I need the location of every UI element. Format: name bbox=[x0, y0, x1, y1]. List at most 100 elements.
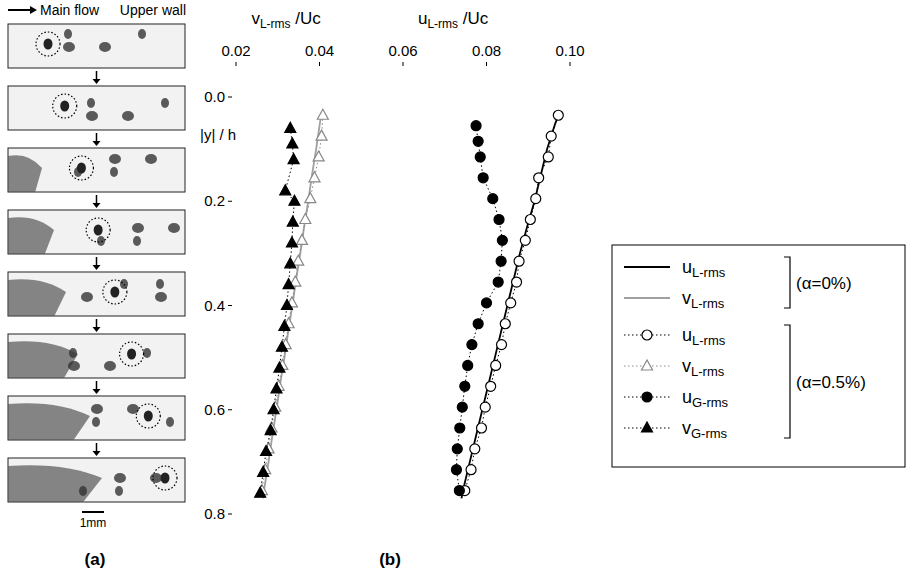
legend: uL-rmsvL-rmsuL-rmsvL-rmsuG-rmsvG-rms(α=0… bbox=[624, 257, 866, 441]
y-axis-title: |y| / h bbox=[200, 126, 236, 143]
legend-bracket bbox=[784, 257, 790, 308]
x-axis-title: uL-rms /Uc bbox=[418, 9, 489, 31]
bubble bbox=[150, 473, 162, 483]
flow-arrow bbox=[8, 9, 30, 11]
legend-label: uL-rms bbox=[682, 257, 726, 280]
sequence-arrow bbox=[96, 319, 98, 328]
series-marker bbox=[475, 152, 485, 162]
plot-area bbox=[255, 109, 564, 498]
series-marker bbox=[258, 466, 269, 476]
series-marker bbox=[473, 319, 483, 329]
tracked-bubble bbox=[144, 411, 153, 422]
bubble bbox=[161, 98, 169, 108]
x-tick bbox=[570, 62, 571, 66]
series-marker bbox=[283, 279, 294, 289]
series-marker bbox=[287, 138, 298, 148]
series-marker bbox=[471, 121, 481, 131]
frame bbox=[8, 24, 185, 68]
legend-marker bbox=[642, 360, 653, 370]
series-marker bbox=[543, 152, 553, 162]
bubble bbox=[133, 236, 141, 246]
header-right: Upper wall bbox=[120, 2, 186, 18]
x-tick-label: 0.02 bbox=[221, 42, 250, 59]
series-marker bbox=[280, 185, 291, 195]
series-marker bbox=[466, 465, 476, 475]
series-marker bbox=[309, 172, 320, 182]
sequence-arrow-head bbox=[93, 389, 101, 394]
series-marker bbox=[285, 258, 296, 268]
bubble-circle bbox=[53, 94, 77, 118]
series-marker bbox=[488, 194, 498, 204]
series-line bbox=[262, 115, 323, 490]
legend-label: vL-rms bbox=[682, 288, 725, 311]
tracked-bubble bbox=[44, 39, 53, 50]
bubble-circle bbox=[36, 32, 60, 56]
series-marker bbox=[553, 110, 563, 120]
series-marker bbox=[496, 256, 506, 266]
scale-bar-label: 1mm bbox=[80, 516, 107, 530]
series-marker bbox=[467, 340, 477, 350]
frame-bg bbox=[8, 148, 185, 192]
sequence-arrow bbox=[96, 133, 98, 142]
series-marker bbox=[288, 154, 299, 164]
series-marker bbox=[279, 320, 290, 330]
frame-shade bbox=[8, 155, 42, 192]
series-marker bbox=[460, 381, 470, 391]
legend-label: uL-rms bbox=[682, 325, 726, 348]
x-axis-title: vL-rms /Uc bbox=[251, 9, 321, 31]
bubble bbox=[79, 486, 87, 496]
x-tick bbox=[486, 62, 487, 66]
series-marker bbox=[287, 216, 298, 226]
series-marker bbox=[546, 131, 556, 141]
bubble bbox=[166, 417, 174, 427]
series-marker bbox=[293, 255, 304, 265]
y-tick bbox=[228, 201, 232, 202]
sequence-arrow-head bbox=[93, 451, 101, 456]
series-marker bbox=[463, 360, 473, 370]
series-marker bbox=[531, 194, 541, 204]
sequence-arrow-head bbox=[93, 141, 101, 146]
series-marker bbox=[480, 402, 490, 412]
sequence-arrow bbox=[96, 195, 98, 204]
panel-label: (b) bbox=[379, 550, 401, 569]
series-marker bbox=[265, 425, 276, 435]
bubble bbox=[68, 361, 80, 371]
series-marker bbox=[285, 122, 296, 132]
legend-bracket bbox=[784, 325, 790, 438]
series-marker bbox=[512, 277, 522, 287]
series-line bbox=[260, 128, 294, 493]
series-marker bbox=[281, 300, 292, 310]
panel-label: (a) bbox=[85, 550, 106, 569]
legend-marker bbox=[642, 392, 652, 402]
bubble-circle bbox=[120, 342, 144, 366]
bubble-circle bbox=[153, 466, 177, 490]
figure: Main flowUpper wall1mm(a)vL-rms /UcuL-rm… bbox=[0, 0, 916, 585]
bubble bbox=[114, 473, 126, 483]
series-marker bbox=[497, 235, 507, 245]
bubble bbox=[86, 111, 98, 121]
bubble bbox=[91, 404, 103, 414]
sequence-arrow-head bbox=[93, 265, 101, 270]
bubble-circle bbox=[136, 404, 160, 428]
panel-a: Main flowUpper wall1mm(a) bbox=[8, 2, 186, 569]
tracked-bubble bbox=[110, 287, 119, 298]
series-marker bbox=[486, 381, 496, 391]
panel-b: vL-rms /UcuL-rms /Uc0.020.040.060.080.10… bbox=[200, 9, 585, 569]
series-line bbox=[465, 115, 559, 490]
bubble bbox=[92, 417, 100, 427]
bubble bbox=[99, 42, 111, 52]
sequence-arrow bbox=[96, 71, 98, 80]
frame-shade bbox=[8, 217, 54, 254]
series-marker bbox=[261, 445, 272, 455]
bubble bbox=[115, 486, 123, 496]
x-tick-label: 0.06 bbox=[388, 42, 417, 59]
series-marker bbox=[457, 402, 467, 412]
bubble bbox=[155, 292, 167, 302]
series-marker bbox=[274, 362, 285, 372]
bubble bbox=[145, 154, 157, 164]
tracked-bubble bbox=[127, 349, 136, 360]
series-marker bbox=[534, 173, 544, 183]
frame-bg bbox=[8, 24, 185, 68]
y-tick-label: 0.4 bbox=[204, 297, 225, 314]
y-tick bbox=[228, 97, 232, 98]
